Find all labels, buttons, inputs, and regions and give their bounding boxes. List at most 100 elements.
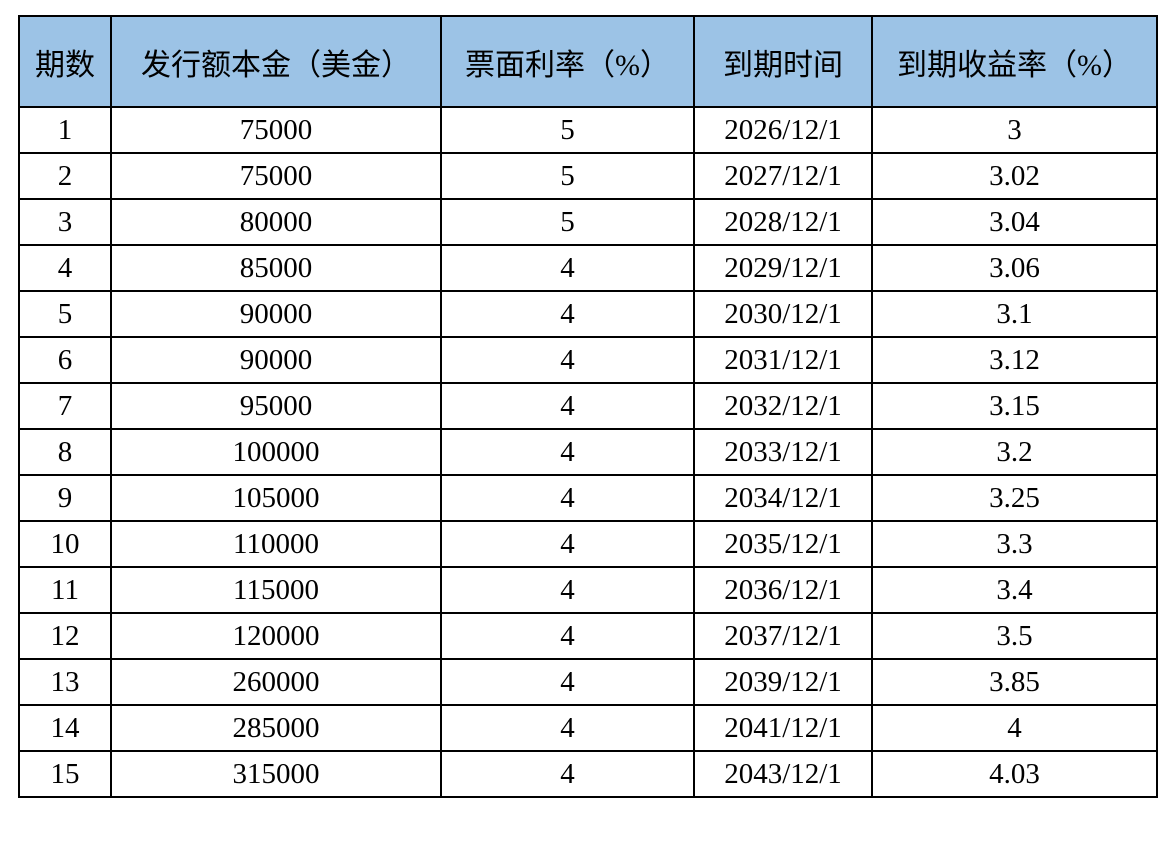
table-row: 11 115000 4 2036/12/1 3.4: [18, 566, 1158, 614]
table-cell: 85000: [110, 244, 442, 292]
table-cell: 2035/12/1: [693, 520, 873, 568]
table-cell: 4: [440, 750, 695, 798]
table-row: 4 85000 4 2029/12/1 3.06: [18, 244, 1158, 292]
table-cell: 7: [18, 382, 112, 430]
table-cell: 4: [871, 704, 1158, 752]
table-row: 2 75000 5 2027/12/1 3.02: [18, 152, 1158, 200]
table-cell: 2030/12/1: [693, 290, 873, 338]
bond-issuance-table: 期数 发行额本金（美金） 票面利率（%） 到期时间 到期收益率（%） 1 7500…: [18, 15, 1158, 798]
table-cell: 260000: [110, 658, 442, 706]
table-cell: 2026/12/1: [693, 106, 873, 154]
table-cell: 3.85: [871, 658, 1158, 706]
table-body: 1 75000 5 2026/12/1 3 2 75000 5 2027/12/1 3.02 3 80…: [18, 106, 1158, 798]
table-cell: 2036/12/1: [693, 566, 873, 614]
table-cell: 90000: [110, 336, 442, 384]
table-cell: 2032/12/1: [693, 382, 873, 430]
table-cell: 2041/12/1: [693, 704, 873, 752]
table-cell: 95000: [110, 382, 442, 430]
table-cell: 3.12: [871, 336, 1158, 384]
table-header: 期数 发行额本金（美金） 票面利率（%） 到期时间 到期收益率（%）: [18, 15, 1158, 108]
table-cell: 4: [440, 290, 695, 338]
table-cell: 3.5: [871, 612, 1158, 660]
table-cell: 11: [18, 566, 112, 614]
table-row: 10 110000 4 2035/12/1 3.3: [18, 520, 1158, 568]
bond-table-container: 期数 发行额本金（美金） 票面利率（%） 到期时间 到期收益率（%） 1 7500…: [18, 15, 1158, 798]
table-cell: 4.03: [871, 750, 1158, 798]
table-cell: 2033/12/1: [693, 428, 873, 476]
table-cell: 4: [440, 244, 695, 292]
table-cell: 4: [440, 704, 695, 752]
table-cell: 2039/12/1: [693, 658, 873, 706]
table-cell: 4: [18, 244, 112, 292]
table-cell: 13: [18, 658, 112, 706]
table-cell: 14: [18, 704, 112, 752]
table-cell: 15: [18, 750, 112, 798]
column-header-principal: 发行额本金（美金）: [110, 15, 442, 108]
column-header-period: 期数: [18, 15, 112, 108]
table-cell: 4: [440, 428, 695, 476]
table-cell: 4: [440, 658, 695, 706]
table-cell: 5: [440, 198, 695, 246]
column-header-yield: 到期收益率（%）: [871, 15, 1158, 108]
table-cell: 4: [440, 474, 695, 522]
table-row: 14 285000 4 2041/12/1 4: [18, 704, 1158, 752]
table-cell: 2043/12/1: [693, 750, 873, 798]
table-cell: 100000: [110, 428, 442, 476]
table-cell: 75000: [110, 106, 442, 154]
table-row: 15 315000 4 2043/12/1 4.03: [18, 750, 1158, 798]
table-cell: 9: [18, 474, 112, 522]
table-row: 9 105000 4 2034/12/1 3.25: [18, 474, 1158, 522]
table-cell: 1: [18, 106, 112, 154]
table-row: 5 90000 4 2030/12/1 3.1: [18, 290, 1158, 338]
table-cell: 10: [18, 520, 112, 568]
table-cell: 6: [18, 336, 112, 384]
table-cell: 75000: [110, 152, 442, 200]
table-cell: 110000: [110, 520, 442, 568]
table-cell: 3: [18, 198, 112, 246]
table-row: 6 90000 4 2031/12/1 3.12: [18, 336, 1158, 384]
table-cell: 3.3: [871, 520, 1158, 568]
table-cell: 3: [871, 106, 1158, 154]
table-cell: 2027/12/1: [693, 152, 873, 200]
table-cell: 3.1: [871, 290, 1158, 338]
table-row: 8 100000 4 2033/12/1 3.2: [18, 428, 1158, 476]
table-cell: 4: [440, 566, 695, 614]
table-cell: 2: [18, 152, 112, 200]
table-cell: 2028/12/1: [693, 198, 873, 246]
table-row: 3 80000 5 2028/12/1 3.04: [18, 198, 1158, 246]
table-cell: 285000: [110, 704, 442, 752]
table-row: 1 75000 5 2026/12/1 3: [18, 106, 1158, 154]
table-cell: 5: [440, 106, 695, 154]
table-cell: 3.25: [871, 474, 1158, 522]
table-cell: 80000: [110, 198, 442, 246]
table-cell: 120000: [110, 612, 442, 660]
table-cell: 3.15: [871, 382, 1158, 430]
table-cell: 315000: [110, 750, 442, 798]
table-cell: 3.04: [871, 198, 1158, 246]
table-cell: 115000: [110, 566, 442, 614]
table-cell: 90000: [110, 290, 442, 338]
table-cell: 3.2: [871, 428, 1158, 476]
column-header-maturity-date: 到期时间: [693, 15, 873, 108]
table-row: 7 95000 4 2032/12/1 3.15: [18, 382, 1158, 430]
table-cell: 105000: [110, 474, 442, 522]
table-cell: 8: [18, 428, 112, 476]
table-cell: 4: [440, 336, 695, 384]
table-cell: 2037/12/1: [693, 612, 873, 660]
table-cell: 12: [18, 612, 112, 660]
table-row: 12 120000 4 2037/12/1 3.5: [18, 612, 1158, 660]
table-cell: 3.06: [871, 244, 1158, 292]
column-header-coupon-rate: 票面利率（%）: [440, 15, 695, 108]
table-cell: 3.4: [871, 566, 1158, 614]
table-cell: 4: [440, 612, 695, 660]
table-cell: 4: [440, 520, 695, 568]
header-row: 期数 发行额本金（美金） 票面利率（%） 到期时间 到期收益率（%）: [18, 15, 1158, 108]
table-row: 13 260000 4 2039/12/1 3.85: [18, 658, 1158, 706]
table-cell: 5: [440, 152, 695, 200]
table-cell: 4: [440, 382, 695, 430]
table-cell: 2029/12/1: [693, 244, 873, 292]
table-cell: 3.02: [871, 152, 1158, 200]
table-cell: 2031/12/1: [693, 336, 873, 384]
table-cell: 5: [18, 290, 112, 338]
table-cell: 2034/12/1: [693, 474, 873, 522]
